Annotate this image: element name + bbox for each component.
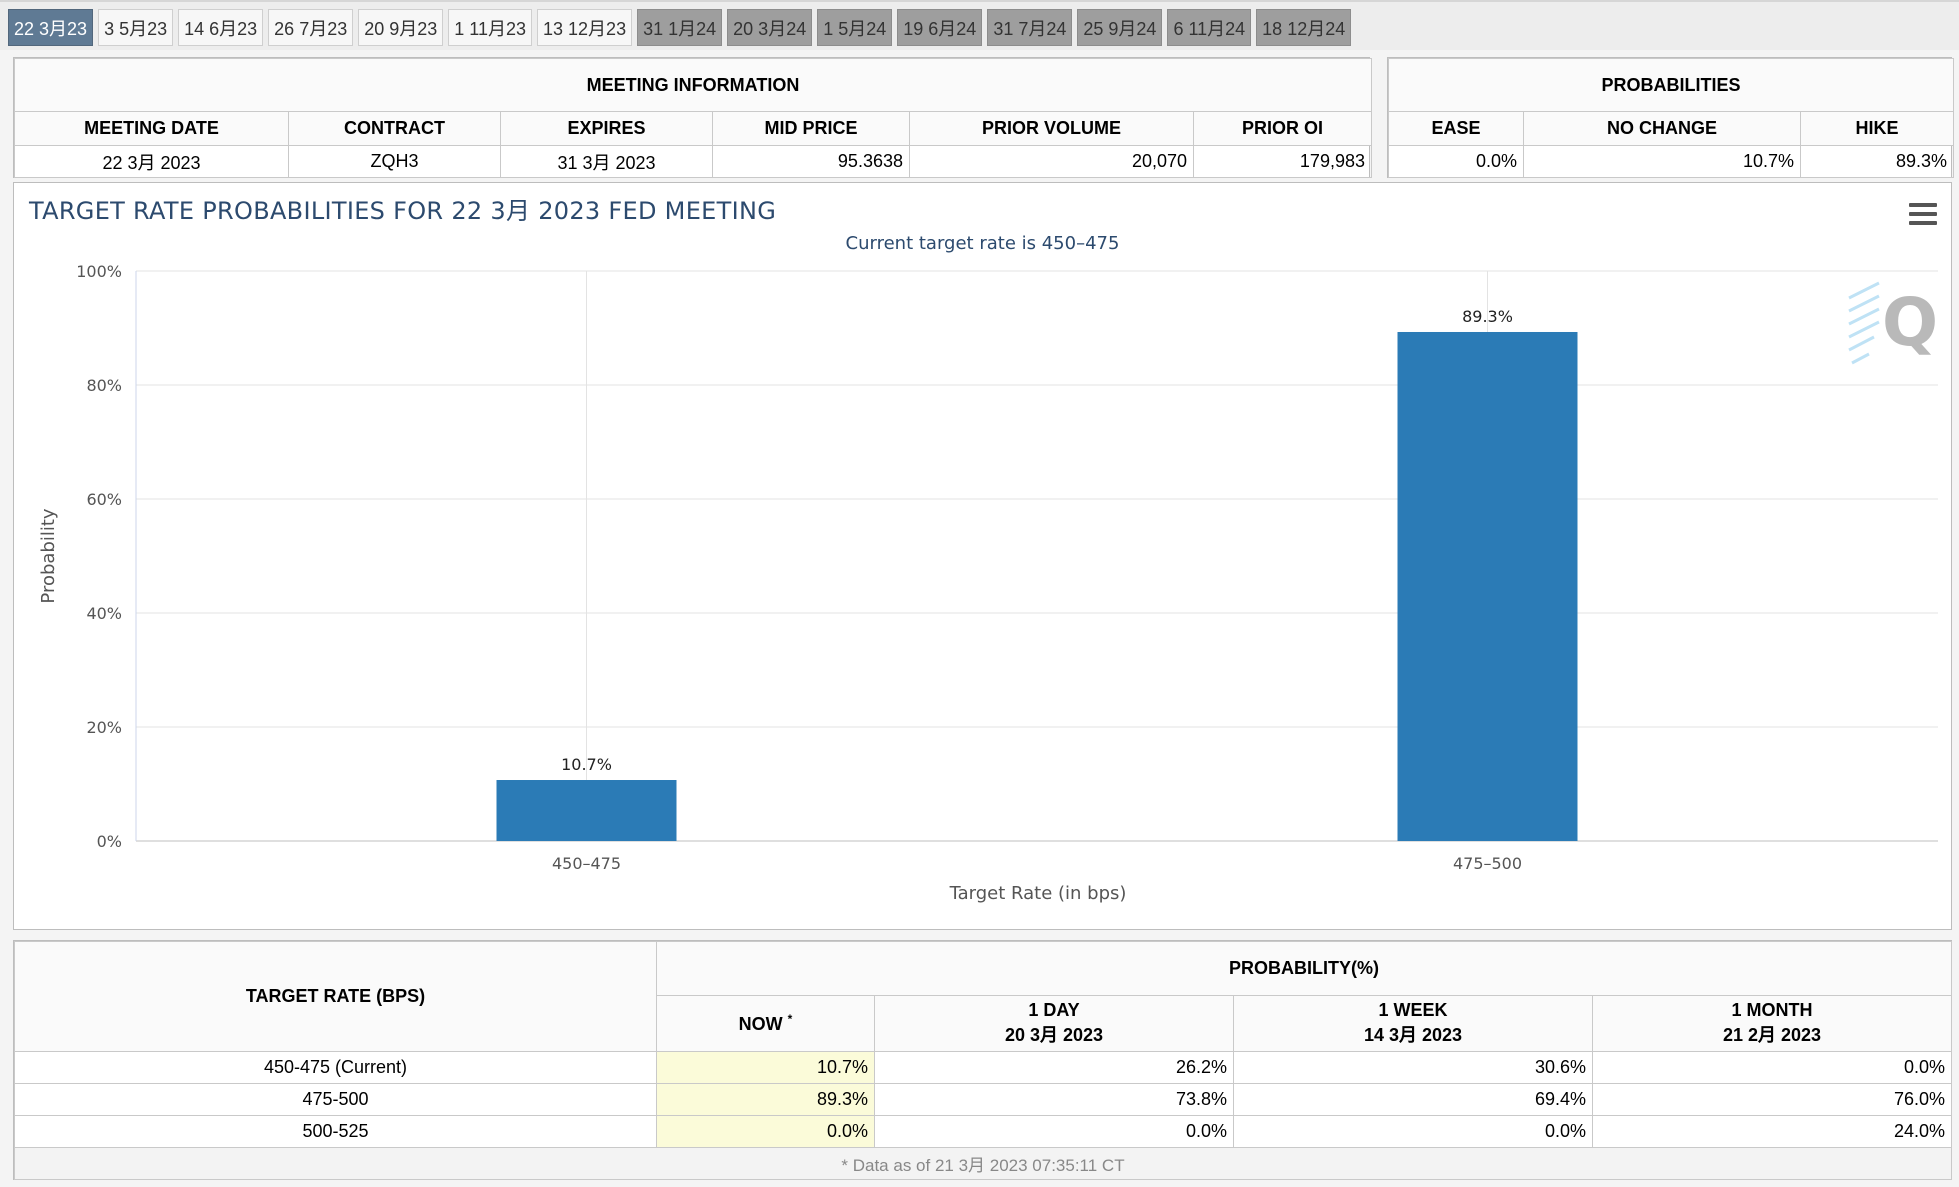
y-tick-label: 100% [76, 262, 122, 281]
meeting-tab[interactable]: 22 3月23 [8, 9, 94, 46]
col-1-day: 1 DAY 20 3月 2023 [874, 995, 1234, 1052]
prior-oi-value: 179,983 [1193, 145, 1372, 178]
now-cell: 10.7% [656, 1051, 875, 1084]
col-ease: EASE [1388, 111, 1524, 146]
day-cell: 73.8% [874, 1083, 1234, 1116]
no-change-value: 10.7% [1523, 145, 1801, 178]
day-cell: 0.0% [874, 1115, 1234, 1148]
chart-svg: Q 0% 20% 40% 60% 80% 100% 10.7% 89.3% 450–475 4… [38, 262, 1938, 904]
meeting-tabs: 22 3月23 3 5月23 14 6月23 26 7月23 20 9月23 1 11月2… [8, 9, 1352, 46]
meeting-tab-bar: 22 3月23 3 5月23 14 6月23 26 7月23 20 9月23 1 11月2… [0, 0, 1959, 50]
y-tick-label: 40% [86, 604, 122, 623]
meeting-tab[interactable]: 31 1月24 [637, 9, 723, 46]
month-cell: 24.0% [1592, 1115, 1952, 1148]
col-1-month: 1 MONTH 21 2月 2023 [1592, 995, 1952, 1052]
prior-volume-value: 20,070 [909, 145, 1194, 178]
now-cell: 89.3% [656, 1083, 875, 1116]
x-tick-label: 450–475 [552, 854, 621, 873]
col-now: NOW * [656, 995, 875, 1052]
meeting-tab[interactable]: 18 12月24 [1256, 9, 1352, 46]
meeting-tab[interactable]: 31 7月24 [987, 9, 1073, 46]
bar-value-label: 89.3% [1462, 307, 1513, 326]
expires-value: 31 3月 2023 [500, 145, 713, 178]
meeting-info-heading: MEETING INFORMATION [14, 58, 1372, 112]
col-contract: CONTRACT [288, 111, 501, 146]
meeting-information-panel: MEETING INFORMATION MEETING DATE CONTRAC… [13, 57, 1372, 178]
y-tick-label: 80% [86, 376, 122, 395]
week-cell: 30.6% [1233, 1051, 1593, 1084]
month-cell: 0.0% [1592, 1051, 1952, 1084]
data-timestamp-footnote: * Data as of 21 3月 2023 07:35:11 CT [14, 1147, 1952, 1180]
table-row: 475-500 89.3% 73.8% 69.4% 76.0% [14, 1083, 1952, 1116]
meeting-tab[interactable]: 1 5月24 [817, 9, 893, 46]
table-row: 500-525 0.0% 0.0% 0.0% 24.0% [14, 1115, 1952, 1148]
meeting-tab[interactable]: 3 5月23 [98, 9, 174, 46]
chart-menu-icon[interactable] [1909, 203, 1937, 227]
y-tick-label: 60% [86, 490, 122, 509]
col-no-change: NO CHANGE [1523, 111, 1801, 146]
hike-value: 89.3% [1800, 145, 1954, 178]
probabilities-table: PROBABILITIES EASE NO CHANGE HIKE 0.0% 1… [1388, 58, 1954, 178]
meeting-tab[interactable]: 14 6月23 [178, 9, 264, 46]
chart-panel: TARGET RATE PROBABILITIES FOR 22 3月 2023… [13, 182, 1952, 930]
watermark-logo-icon: Q [1848, 281, 1938, 365]
probability-history-panel: TARGET RATE (BPS) PROBABILITY(%) NOW * 1… [13, 940, 1952, 1180]
meeting-date-value: 22 3月 2023 [14, 145, 289, 178]
day-cell: 26.2% [874, 1051, 1234, 1084]
mid-price-value: 95.3638 [712, 145, 910, 178]
meeting-tab[interactable]: 6 11月24 [1167, 9, 1252, 46]
y-tick-label: 20% [86, 718, 122, 737]
meeting-tab[interactable]: 19 6月24 [897, 9, 983, 46]
col-prior-volume: PRIOR VOLUME [909, 111, 1194, 146]
y-axis-label: Probability [38, 508, 59, 603]
table-row: 450-475 (Current) 10.7% 26.2% 30.6% 0.0% [14, 1051, 1952, 1084]
x-tick-label: 475–500 [1453, 854, 1522, 873]
bar-value-label: 10.7% [561, 755, 612, 774]
rate-cell: 450-475 (Current) [14, 1051, 657, 1084]
probabilities-heading: PROBABILITIES [1388, 58, 1954, 112]
col-1-week: 1 WEEK 14 3月 2023 [1233, 995, 1593, 1052]
rate-cell: 475-500 [14, 1083, 657, 1116]
chart-subtitle: Current target rate is 450–475 [845, 233, 1120, 254]
svg-text:Q: Q [1882, 284, 1938, 361]
meeting-information-table: MEETING INFORMATION MEETING DATE CONTRAC… [14, 58, 1372, 178]
probabilities-panel: PROBABILITIES EASE NO CHANGE HIKE 0.0% 1… [1387, 57, 1954, 178]
bar[interactable] [496, 780, 677, 841]
meeting-tab[interactable]: 25 9月24 [1077, 9, 1163, 46]
y-tick-label: 0% [97, 832, 122, 851]
meeting-tab[interactable]: 20 9月23 [358, 9, 444, 46]
now-cell: 0.0% [656, 1115, 875, 1148]
meeting-tab[interactable]: 1 11月23 [448, 9, 533, 46]
probability-history-table: TARGET RATE (BPS) PROBABILITY(%) NOW * 1… [14, 941, 1952, 1180]
week-cell: 0.0% [1233, 1115, 1593, 1148]
col-probability: PROBABILITY(%) [656, 941, 1952, 996]
bar[interactable] [1397, 331, 1578, 841]
meeting-tab[interactable]: 26 7月23 [268, 9, 354, 46]
col-mid-price: MID PRICE [712, 111, 910, 146]
col-expires: EXPIRES [500, 111, 713, 146]
col-target-rate: TARGET RATE (BPS) [14, 941, 657, 1052]
chart-title: TARGET RATE PROBABILITIES FOR 22 3月 2023… [29, 197, 777, 225]
contract-value: ZQH3 [288, 145, 501, 178]
x-axis-label: Target Rate (in bps) [949, 883, 1127, 904]
col-hike: HIKE [1800, 111, 1954, 146]
ease-value: 0.0% [1388, 145, 1524, 178]
rate-cell: 500-525 [14, 1115, 657, 1148]
col-prior-oi: PRIOR OI [1193, 111, 1372, 146]
week-cell: 69.4% [1233, 1083, 1593, 1116]
meeting-tab[interactable]: 20 3月24 [727, 9, 813, 46]
meeting-tab[interactable]: 13 12月23 [537, 9, 633, 46]
col-meeting-date: MEETING DATE [14, 111, 289, 146]
month-cell: 76.0% [1592, 1083, 1952, 1116]
